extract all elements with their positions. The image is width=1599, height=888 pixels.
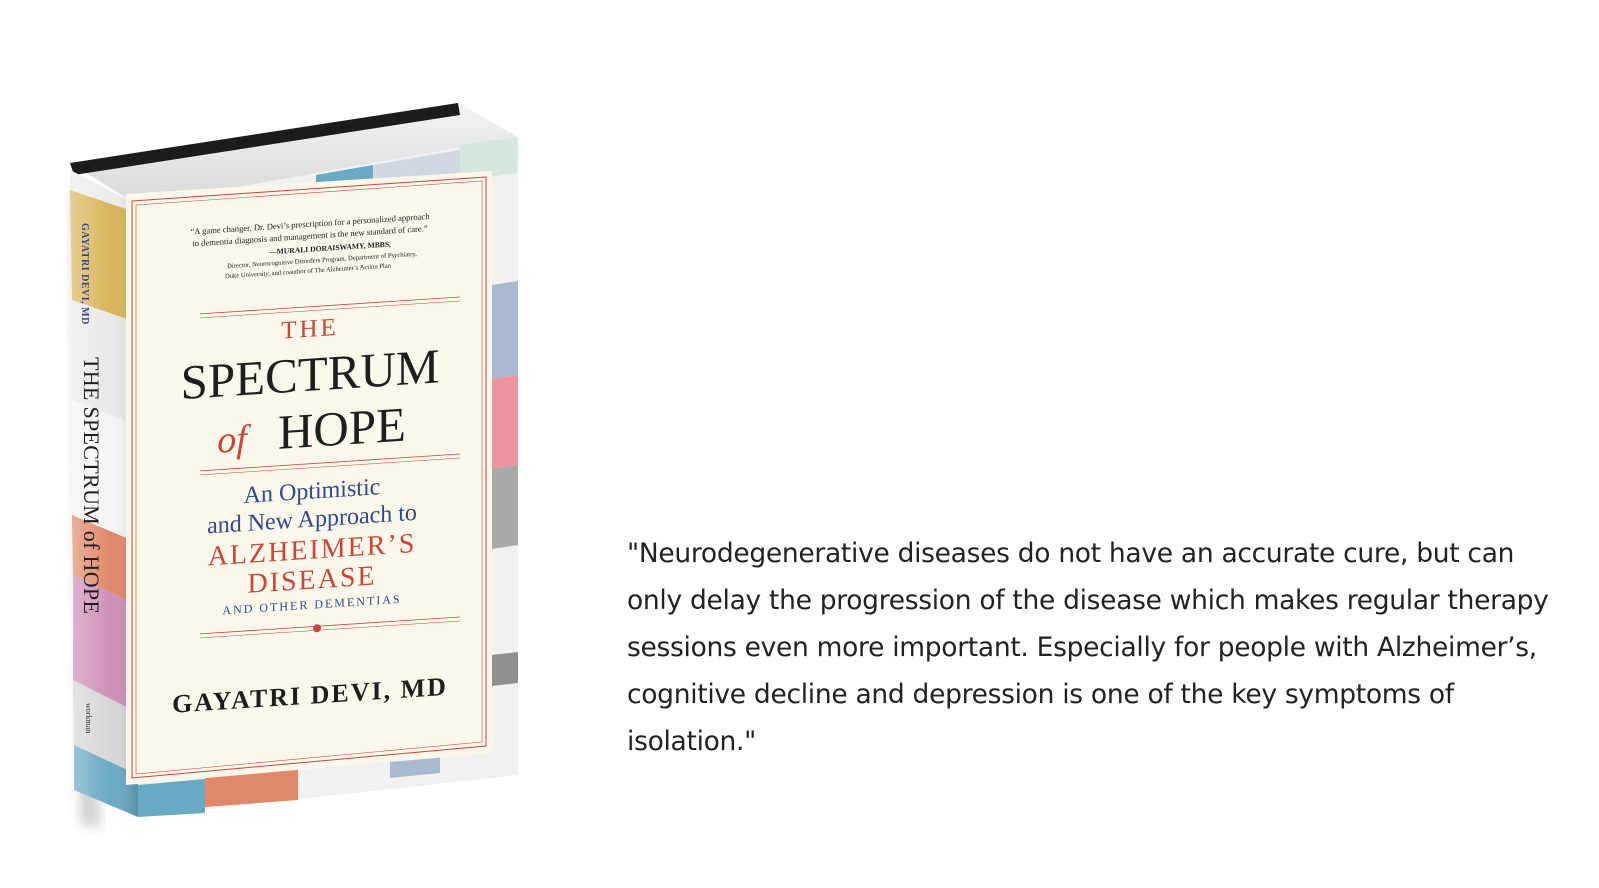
brain-ornament-icon <box>313 624 321 633</box>
spine-publisher: workman <box>84 703 93 733</box>
spine-title: THE SPECTRUM of HOPE <box>79 357 104 614</box>
book-cover-image: GAYATRI DEVI, MD THE SPECTRUM of HOPE wo… <box>60 95 530 835</box>
cover-title-of: of <box>217 418 251 462</box>
cover-title-the: THE <box>281 314 339 345</box>
book-front-cover: “A game changer. Dr. Devi’s prescription… <box>126 137 518 817</box>
spine-author: GAYATRI DEVI, MD <box>79 223 90 325</box>
cover-title-hope: HOPE <box>278 397 406 460</box>
testimonial-quote: "Neurodegenerative diseases do not have … <box>627 538 1549 757</box>
book-spine: GAYATRI DEVI, MD THE SPECTRUM of HOPE wo… <box>70 170 138 817</box>
